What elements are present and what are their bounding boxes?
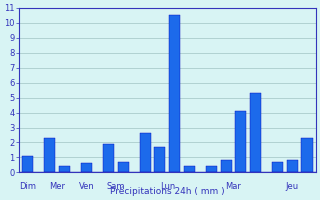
Bar — [59, 166, 70, 172]
Bar — [118, 162, 129, 172]
Bar — [103, 144, 114, 172]
Text: Mar: Mar — [226, 182, 241, 191]
Bar — [220, 160, 232, 172]
Bar — [140, 133, 151, 172]
Text: Jeu: Jeu — [286, 182, 299, 191]
Text: Ven: Ven — [79, 182, 94, 191]
Bar — [155, 147, 165, 172]
Bar — [287, 160, 298, 172]
Bar — [272, 162, 283, 172]
Bar — [184, 166, 195, 172]
Bar — [22, 156, 33, 172]
Text: Lun: Lun — [160, 182, 175, 191]
Bar — [250, 93, 261, 172]
Bar — [169, 15, 180, 172]
Bar — [235, 111, 246, 172]
Bar — [301, 138, 313, 172]
X-axis label: Précipitations 24h ( mm ): Précipitations 24h ( mm ) — [110, 186, 225, 196]
Text: Mer: Mer — [49, 182, 65, 191]
Text: Dim: Dim — [19, 182, 36, 191]
Text: Sam: Sam — [107, 182, 125, 191]
Bar — [81, 163, 92, 172]
Bar — [206, 166, 217, 172]
Bar — [44, 138, 55, 172]
